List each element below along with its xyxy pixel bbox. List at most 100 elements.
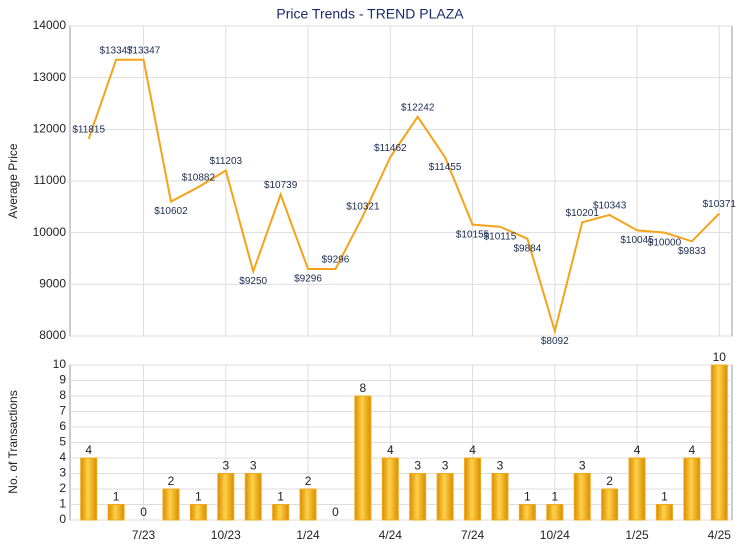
y-tick-label: 14000 (33, 18, 67, 32)
bar (162, 488, 180, 521)
data-label: $11455 (429, 162, 462, 173)
y-tick-label: 9 (59, 373, 66, 387)
data-label: $9296 (322, 255, 350, 266)
y-tick-label: 5 (59, 435, 66, 449)
bar (354, 395, 372, 521)
y-tick-label: 9000 (39, 277, 66, 291)
data-label: 8 (360, 381, 367, 395)
bar (491, 473, 509, 521)
bar (409, 473, 427, 521)
data-label: $11462 (374, 143, 407, 154)
data-label: 3 (414, 459, 421, 473)
y-tick-label: 1 (59, 497, 66, 511)
bar (299, 488, 317, 521)
data-label: 0 (332, 505, 339, 519)
data-label: $13347 (99, 45, 133, 56)
bar (244, 473, 262, 521)
bar (107, 504, 125, 521)
y-tick-label: 13000 (33, 70, 67, 84)
y-tick-label: 10000 (33, 225, 67, 239)
y-tick-label: 8000 (39, 328, 66, 342)
y-tick-label: 3 (59, 466, 66, 480)
data-label: $9833 (678, 246, 706, 257)
y-tick-label: 8 (59, 388, 66, 402)
bar (710, 364, 728, 521)
y-tick-label: 7 (59, 404, 66, 418)
bar (80, 457, 98, 521)
bar (601, 488, 619, 521)
y-axis-label: Average Price (6, 143, 20, 218)
bar (436, 473, 454, 521)
bar (683, 457, 701, 521)
y-tick-label: 4 (59, 450, 66, 464)
data-label: $9296 (294, 274, 322, 285)
y-tick-label: 0 (59, 512, 66, 526)
chart-title: Price Trends - TREND PLAZA (276, 6, 464, 22)
bar (655, 504, 673, 521)
data-label: $10602 (154, 206, 188, 217)
x-tick-label: 1/25 (625, 528, 649, 542)
y-tick-label: 6 (59, 419, 66, 433)
data-label: 1 (277, 490, 284, 504)
x-tick-label: 7/24 (461, 528, 485, 542)
x-tick-label: 10/24 (540, 528, 570, 542)
data-label: $10321 (346, 202, 380, 213)
data-label: 1 (524, 490, 531, 504)
bar (464, 457, 482, 521)
data-label: $10343 (593, 201, 627, 212)
data-label: 2 (606, 474, 613, 488)
bar (573, 473, 591, 521)
data-label: $10000 (648, 237, 682, 248)
data-label: 1 (551, 490, 558, 504)
data-label: 2 (168, 474, 175, 488)
bar (518, 504, 536, 521)
y-tick-label: 2 (59, 481, 66, 495)
data-label: 4 (387, 443, 394, 457)
data-label: $13347 (127, 45, 161, 56)
x-tick-label: 4/24 (379, 528, 403, 542)
data-label: 3 (222, 459, 229, 473)
data-label: 3 (442, 459, 449, 473)
y-axis-label: No. of Transactions (6, 390, 20, 493)
x-tick-label: 1/24 (296, 528, 320, 542)
data-label: $10201 (566, 208, 600, 219)
bar (628, 457, 646, 521)
bar (272, 504, 290, 521)
data-label: 4 (634, 443, 641, 457)
data-label: $10155 (456, 229, 490, 240)
data-label: 4 (85, 443, 92, 457)
data-label: 3 (497, 459, 504, 473)
data-label: $12242 (401, 102, 435, 113)
data-label: 1 (661, 490, 668, 504)
data-label: 4 (469, 443, 476, 457)
data-label: 2 (305, 474, 312, 488)
data-label: $8092 (541, 336, 569, 347)
x-tick-label: 7/23 (132, 528, 156, 542)
y-tick-label: 11000 (34, 173, 67, 187)
data-label: $10045 (620, 235, 654, 246)
data-label: 1 (195, 490, 202, 504)
x-tick-label: 4/25 (708, 528, 732, 542)
x-tick-label: 10/23 (211, 528, 241, 542)
data-label: 3 (579, 459, 586, 473)
bar (217, 473, 235, 521)
data-label: 1 (113, 490, 120, 504)
bar (546, 504, 564, 521)
data-label: $10739 (264, 180, 298, 191)
y-tick-label: 12000 (33, 122, 67, 136)
data-label: 4 (689, 443, 696, 457)
data-label: 0 (140, 505, 147, 519)
data-label: 3 (250, 459, 257, 473)
line (87, 58, 721, 336)
data-label: $10115 (484, 231, 517, 242)
data-label: $9884 (513, 243, 541, 254)
y-tick-label: 10 (53, 357, 67, 371)
data-label: $10882 (182, 173, 216, 184)
data-label: $11203 (209, 156, 242, 167)
bar (381, 457, 399, 521)
data-label: $10371 (703, 199, 737, 210)
data-label: $9250 (239, 276, 267, 287)
bar (189, 504, 207, 521)
data-label: $11815 (72, 125, 105, 136)
